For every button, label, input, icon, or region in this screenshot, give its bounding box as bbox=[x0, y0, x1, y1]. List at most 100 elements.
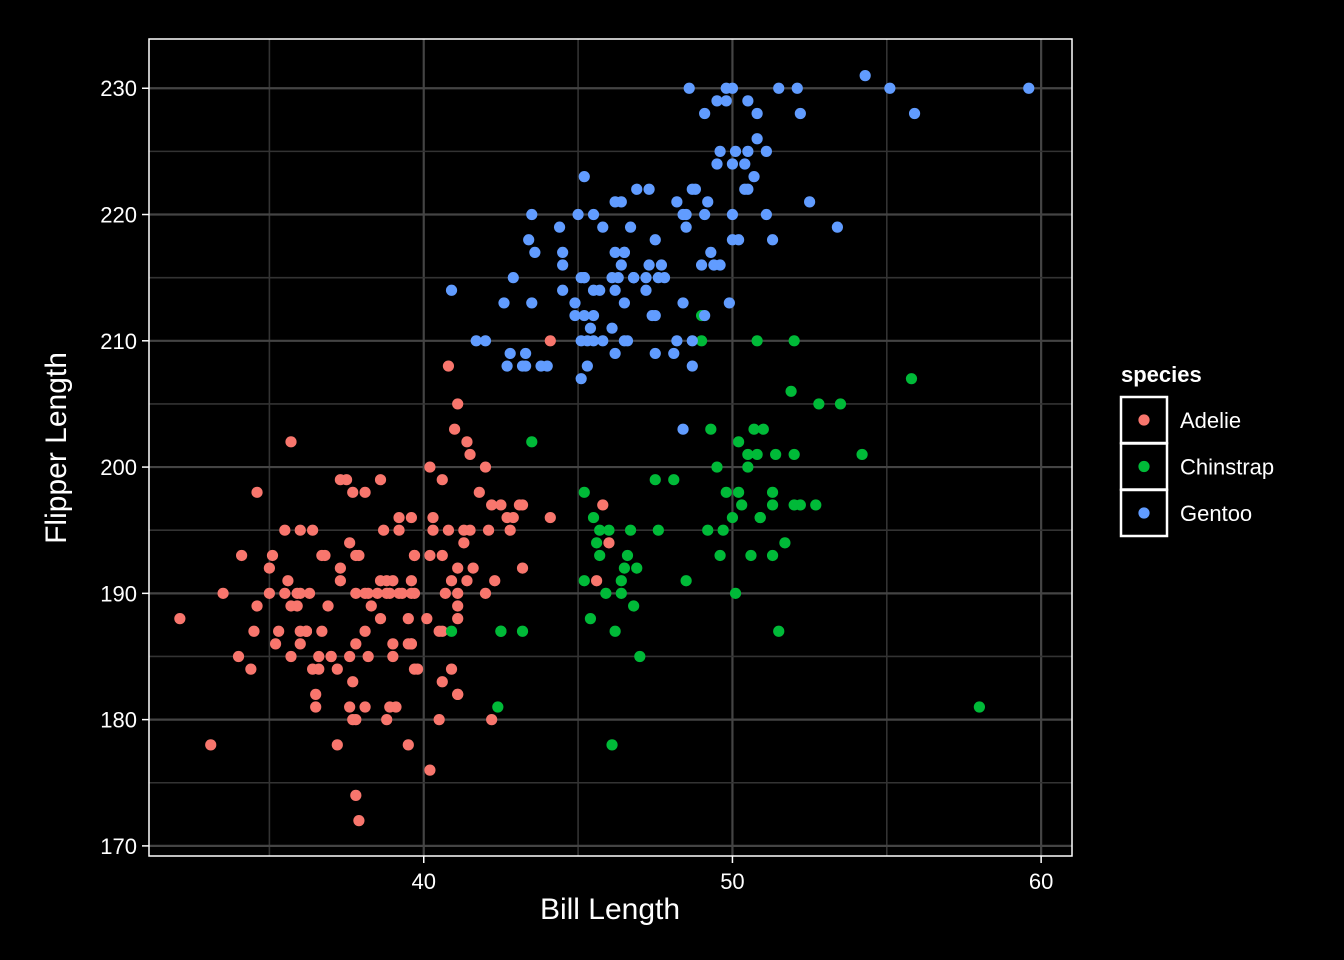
data-point bbox=[421, 613, 433, 625]
data-point bbox=[606, 739, 618, 751]
data-point bbox=[634, 650, 646, 663]
y-tick-label: 190 bbox=[100, 581, 137, 606]
data-point bbox=[779, 537, 791, 549]
data-point bbox=[733, 234, 745, 246]
data-point bbox=[745, 549, 757, 562]
data-point bbox=[291, 587, 303, 599]
data-point bbox=[427, 524, 439, 536]
data-point bbox=[628, 272, 640, 284]
data-point bbox=[266, 549, 279, 562]
data-point bbox=[649, 347, 661, 360]
data-point bbox=[365, 600, 377, 612]
data-point bbox=[427, 511, 439, 524]
data-point bbox=[748, 171, 760, 183]
data-point bbox=[600, 587, 612, 599]
data-point bbox=[695, 259, 708, 271]
data-point bbox=[618, 297, 630, 309]
data-point bbox=[621, 335, 634, 347]
data-point bbox=[495, 625, 507, 637]
data-point bbox=[371, 587, 384, 599]
data-point bbox=[578, 309, 590, 322]
data-point bbox=[581, 360, 593, 372]
data-point bbox=[742, 95, 754, 107]
data-point bbox=[615, 259, 627, 271]
data-point bbox=[834, 398, 847, 410]
legend-key-dot bbox=[1138, 507, 1150, 519]
data-point bbox=[553, 221, 566, 233]
data-point bbox=[486, 714, 498, 726]
data-point bbox=[344, 701, 356, 713]
data-point bbox=[711, 158, 723, 170]
data-point bbox=[269, 638, 282, 650]
data-point bbox=[751, 133, 763, 145]
data-point bbox=[362, 587, 374, 599]
data-point bbox=[751, 335, 763, 347]
data-point bbox=[597, 335, 609, 347]
data-point bbox=[733, 486, 745, 498]
data-point bbox=[686, 360, 698, 372]
data-point bbox=[742, 461, 754, 473]
data-point bbox=[340, 474, 353, 486]
data-point bbox=[285, 650, 297, 663]
data-point bbox=[680, 208, 692, 221]
data-point bbox=[733, 436, 745, 448]
data-point bbox=[470, 335, 482, 347]
data-point bbox=[640, 272, 652, 284]
data-point bbox=[251, 486, 263, 498]
data-point bbox=[393, 524, 405, 536]
data-point bbox=[606, 322, 618, 334]
data-point bbox=[479, 335, 492, 347]
data-point bbox=[748, 423, 760, 435]
legend-key-dot bbox=[1138, 460, 1150, 473]
data-point bbox=[668, 347, 680, 360]
data-point bbox=[624, 524, 637, 536]
data-point bbox=[597, 499, 609, 511]
data-point bbox=[516, 562, 529, 574]
data-point bbox=[594, 524, 606, 536]
data-point bbox=[387, 650, 399, 663]
data-point bbox=[723, 297, 735, 309]
data-point bbox=[436, 474, 448, 486]
data-point bbox=[624, 221, 637, 233]
data-point bbox=[217, 587, 229, 599]
data-point bbox=[856, 448, 868, 461]
legend-title: species bbox=[1121, 362, 1202, 387]
data-point bbox=[263, 587, 275, 599]
data-point bbox=[587, 335, 600, 347]
data-point bbox=[794, 499, 806, 511]
legend-key-dot bbox=[1138, 414, 1150, 426]
data-point bbox=[461, 436, 473, 448]
data-point bbox=[591, 575, 603, 587]
data-point bbox=[316, 625, 328, 637]
y-tick-label: 180 bbox=[100, 708, 137, 733]
x-axis-title: Bill Length bbox=[540, 893, 680, 926]
data-point bbox=[677, 297, 689, 309]
data-point bbox=[263, 562, 275, 574]
data-point bbox=[702, 524, 714, 536]
data-point bbox=[631, 562, 643, 574]
data-point bbox=[464, 524, 476, 536]
data-point bbox=[436, 625, 448, 637]
data-point bbox=[973, 701, 985, 713]
data-point bbox=[492, 701, 504, 713]
data-point bbox=[575, 335, 587, 347]
data-point bbox=[458, 537, 470, 549]
data-point bbox=[350, 549, 362, 562]
data-point bbox=[205, 739, 217, 751]
data-point bbox=[495, 499, 507, 511]
data-point bbox=[405, 638, 417, 650]
data-point bbox=[387, 638, 399, 650]
data-point bbox=[251, 600, 263, 612]
data-point bbox=[359, 486, 371, 498]
data-point bbox=[742, 145, 754, 157]
y-tick-label: 200 bbox=[100, 455, 137, 480]
data-point bbox=[331, 739, 343, 751]
data-point bbox=[310, 688, 322, 700]
data-point bbox=[442, 524, 455, 536]
data-point bbox=[408, 587, 421, 599]
data-point bbox=[584, 613, 597, 625]
data-point bbox=[445, 575, 458, 587]
data-point bbox=[739, 183, 751, 195]
data-point bbox=[671, 335, 683, 347]
